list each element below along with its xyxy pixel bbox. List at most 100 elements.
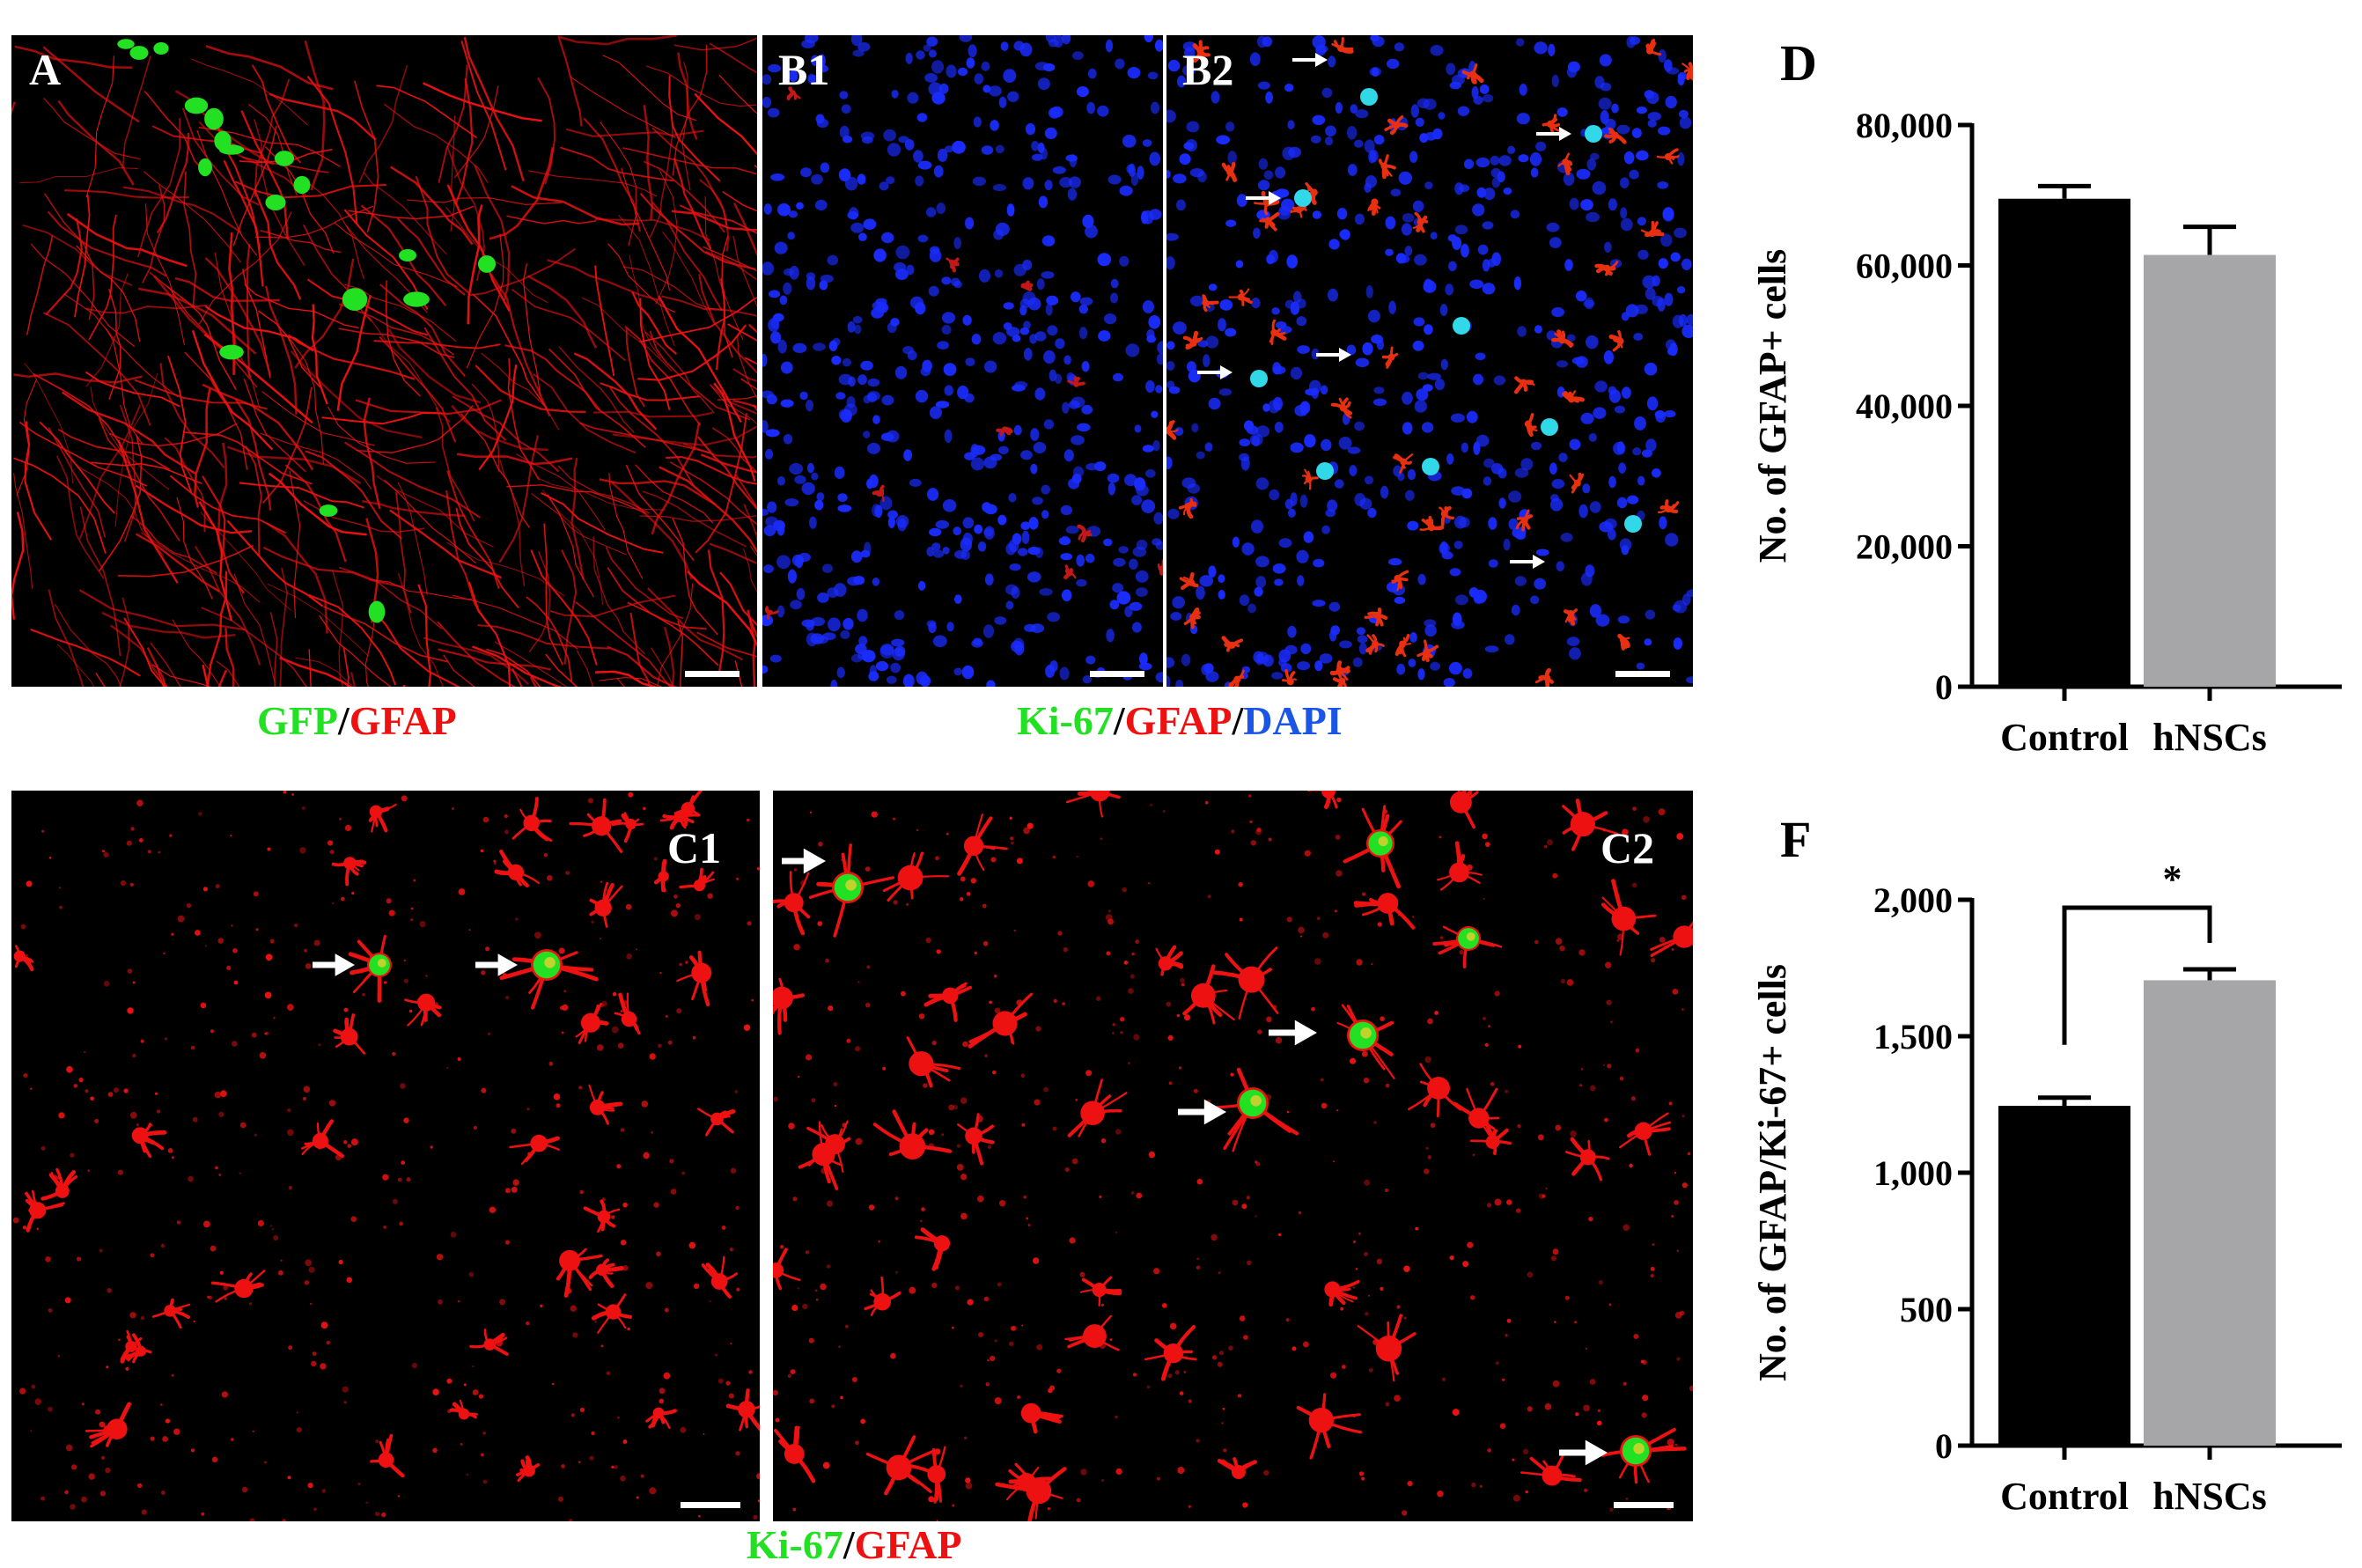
- arrow-icon: [1197, 365, 1233, 379]
- astrocyte: [333, 1013, 366, 1055]
- astrocyte: [1393, 453, 1414, 474]
- astrocyte: [40, 1167, 78, 1201]
- astrocyte: [1155, 945, 1184, 976]
- astrocyte: [1394, 634, 1411, 658]
- micrograph-b1: B1: [762, 35, 1163, 687]
- astrocyte: [1005, 1466, 1054, 1501]
- astrocyte: [773, 1248, 801, 1291]
- astrocyte: [1564, 608, 1578, 626]
- ki67-nucleus: [1294, 189, 1312, 207]
- astrocyte: [1542, 114, 1562, 136]
- micrograph-a: A: [11, 35, 757, 687]
- astrocyte: [1064, 1314, 1120, 1351]
- astrocyte: [773, 977, 805, 1035]
- chart-d-panel-label: D: [1780, 34, 1817, 92]
- astrocyte: [1367, 198, 1381, 216]
- astrocyte: [1357, 1314, 1416, 1382]
- astrocyte: [614, 992, 641, 1035]
- astrocyte: [697, 1108, 736, 1137]
- y-tick-label: 20,000: [1856, 527, 1953, 567]
- astrocyte: [872, 484, 885, 503]
- scale-bar-b1: [1090, 671, 1144, 677]
- astrocyte: [494, 850, 540, 888]
- arrow-icon: [1269, 1020, 1317, 1046]
- gfap-fibers: [11, 35, 757, 687]
- astrocyte: [1656, 148, 1680, 165]
- astrocyte: [511, 797, 553, 842]
- astrocyte: [645, 1407, 677, 1429]
- astrocyte: [1192, 40, 1210, 63]
- astrocyte: [1513, 376, 1535, 394]
- y-tick-label: 40,000: [1856, 386, 1953, 426]
- astrocyte: [588, 1258, 624, 1289]
- astrocyte: [85, 1402, 132, 1448]
- astrocyte: [210, 1270, 266, 1303]
- astrocyte: [1439, 505, 1455, 526]
- panel-label-b2: B2: [1182, 45, 1234, 94]
- micrograph-c2: C2: [773, 791, 1693, 1521]
- arrow-icon: [782, 848, 826, 874]
- panel-label-c1: C1: [667, 823, 722, 872]
- astrocyte: [301, 1119, 344, 1159]
- caption-gfp-gfap: GFP/GFAP: [257, 697, 457, 744]
- astrocyte: [764, 606, 779, 620]
- y-tick-label: 500: [1900, 1290, 1953, 1329]
- astrocyte: [583, 1199, 621, 1233]
- astrocyte: [1534, 667, 1554, 687]
- astrocyte: [516, 1455, 541, 1483]
- astrocyte: [368, 803, 397, 833]
- gfp-cells: [117, 39, 497, 623]
- caption-ki67-gfap: Ki-67/GFAP: [747, 1521, 961, 1568]
- astrocyte: [1617, 633, 1630, 651]
- astrocyte: [1419, 516, 1445, 532]
- astrocyte: [659, 810, 701, 830]
- ki67-nucleus: [1585, 125, 1602, 143]
- micrograph-b1-image: [762, 35, 1163, 687]
- caption-segment: DAPI: [1243, 698, 1343, 743]
- astrocyte: [151, 1298, 191, 1329]
- astrocyte: [1453, 1087, 1500, 1137]
- y-tick-label: 0: [1935, 667, 1953, 707]
- astrocyte: [786, 86, 801, 100]
- y-tick-label: 80,000: [1856, 106, 1953, 145]
- y-tick-label: 0: [1935, 1426, 1953, 1466]
- astrocyte: [908, 1446, 946, 1504]
- astrocyte: [1437, 841, 1483, 891]
- astrocyte: [1227, 669, 1245, 687]
- astrocyte: [591, 1293, 633, 1334]
- astrocyte: [1282, 668, 1297, 686]
- arrow-icon: [1510, 555, 1545, 569]
- panel-label-b1: B1: [778, 45, 830, 94]
- micrograph-c2-image: [773, 791, 1693, 1521]
- panel-label-c2: C2: [1600, 823, 1655, 872]
- y-tick-label: 60,000: [1856, 247, 1953, 286]
- arrow-icon: [1292, 53, 1328, 67]
- ki67-nucleus: [1316, 462, 1334, 480]
- astrocyte: [1353, 893, 1416, 930]
- astrocyte: [611, 812, 644, 843]
- astrocyte: [331, 857, 367, 887]
- astrocyte: [370, 1433, 405, 1478]
- astrocyte: [996, 426, 1013, 437]
- astrocyte: [131, 1123, 167, 1159]
- astrocyte: [575, 1003, 609, 1044]
- astrocyte: [1569, 472, 1585, 494]
- astrocyte: [995, 1462, 1067, 1521]
- micrograph-b2-image: [1166, 35, 1693, 687]
- astrocyte: [1063, 564, 1077, 580]
- astrocyte: [968, 992, 1033, 1049]
- astrocyte: [676, 950, 712, 1007]
- ki67-nucleus: [1453, 317, 1470, 335]
- ki67-nucleus: [1541, 418, 1558, 436]
- caption-segment: GFAP: [1124, 698, 1233, 743]
- astrocyte: [1658, 499, 1680, 514]
- micrograph-b2: B2: [1166, 35, 1693, 687]
- astrocyte: [865, 1435, 936, 1496]
- astrocyte: [1166, 420, 1179, 440]
- astrocyte: [725, 1388, 760, 1432]
- caption-segment: /: [843, 1522, 855, 1567]
- astrocyte: [1269, 319, 1287, 345]
- astrocyte: [923, 982, 972, 1022]
- astrocyte: [1179, 572, 1199, 590]
- micrograph-c1-image: [12, 791, 760, 1521]
